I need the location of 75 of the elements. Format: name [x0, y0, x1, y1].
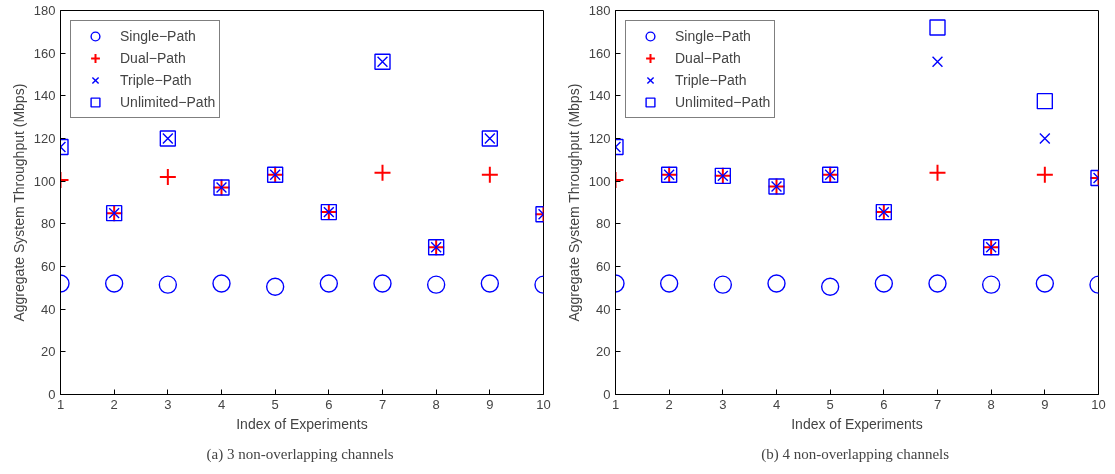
y-tick-label: 80: [41, 216, 56, 232]
x-tick-label: 4: [772, 396, 781, 412]
x-tick-label: 10: [536, 396, 551, 412]
y-tick-label: 100: [588, 173, 611, 189]
y-tick-label: 180: [588, 3, 611, 18]
x-tick-label: 9: [486, 396, 494, 412]
y-tick-label: 120: [588, 131, 611, 146]
y-tick-label: 40: [41, 301, 56, 317]
point: [659, 274, 679, 293]
point: [820, 277, 840, 296]
point: [928, 163, 947, 182]
point: [767, 274, 786, 293]
x-tick-label: 8: [987, 396, 995, 412]
y-tick-label: 100: [33, 173, 56, 189]
x-tick-label: 9: [1041, 396, 1049, 412]
point: [104, 274, 124, 293]
point: [874, 274, 894, 293]
point: [713, 275, 733, 294]
y-axis-title: Aggregate System Throughput (Mbps): [565, 83, 582, 322]
y-axis-title: Aggregate System Throughput (Mbps): [10, 83, 27, 322]
x-tick-label: 2: [110, 396, 118, 412]
point: [981, 275, 1001, 294]
x-tick-label: 6: [880, 396, 888, 412]
point: [480, 165, 499, 184]
y-tick-label: 40: [596, 301, 611, 317]
y-tick-label: 60: [596, 259, 611, 274]
y-tick-label: 160: [588, 45, 611, 61]
y-tick-label: 140: [33, 88, 56, 104]
text: (b) 4 non-overlapping channels: [761, 445, 950, 463]
y-tick-label: 60: [41, 259, 56, 274]
y-tick-label: 0: [48, 387, 56, 402]
point: [373, 163, 392, 182]
point: [1035, 165, 1054, 184]
legend-label: Triple−Path: [675, 71, 747, 90]
x-tick-label: 1: [611, 396, 620, 412]
x-axis-title: Index of Experiments: [791, 415, 923, 432]
x-tick-label: 8: [432, 396, 440, 412]
x-tick-label: 7: [933, 396, 942, 412]
x-tick-label: 2: [665, 396, 673, 412]
x-tick-label: 7: [378, 396, 387, 412]
legend-label: Single−Path: [675, 27, 751, 46]
x-axis-title: Index of Experiments: [236, 415, 368, 432]
x-tick-label: 3: [719, 396, 727, 412]
point: [928, 274, 947, 293]
point: [212, 274, 231, 293]
point: [158, 167, 177, 186]
point: [158, 275, 178, 294]
x-tick-label: 4: [217, 396, 226, 412]
legend-label: Unlimited−Path: [120, 93, 216, 112]
point: [373, 274, 392, 293]
y-tick-label: 20: [596, 344, 611, 360]
y-tick-label: 120: [33, 131, 56, 146]
y-tick-label: 180: [33, 3, 56, 18]
y-tick-label: 140: [588, 88, 611, 104]
x-tick-label: 5: [826, 396, 834, 412]
text: (a) 3 non-overlapping channels: [206, 445, 394, 463]
point: [1035, 274, 1055, 293]
x-tick-label: 1: [56, 396, 65, 412]
legend-label: Triple−Path: [120, 71, 192, 90]
point: [426, 275, 446, 294]
legend-label: Dual−Path: [675, 49, 741, 68]
x-tick-label: 10: [1091, 396, 1106, 412]
y-tick-label: 80: [596, 216, 611, 232]
point: [480, 274, 500, 293]
y-tick-label: 20: [41, 344, 56, 360]
point: [319, 274, 339, 293]
x-tick-label: 6: [325, 396, 333, 412]
x-tick-label: 5: [271, 396, 279, 412]
point: [265, 277, 285, 296]
y-tick-label: 0: [603, 387, 611, 402]
y-tick-label: 160: [33, 45, 56, 61]
legend-label: Unlimited−Path: [675, 93, 771, 112]
x-tick-label: 3: [164, 396, 172, 412]
legend-label: Dual−Path: [120, 49, 186, 68]
legend-label: Single−Path: [120, 27, 196, 46]
